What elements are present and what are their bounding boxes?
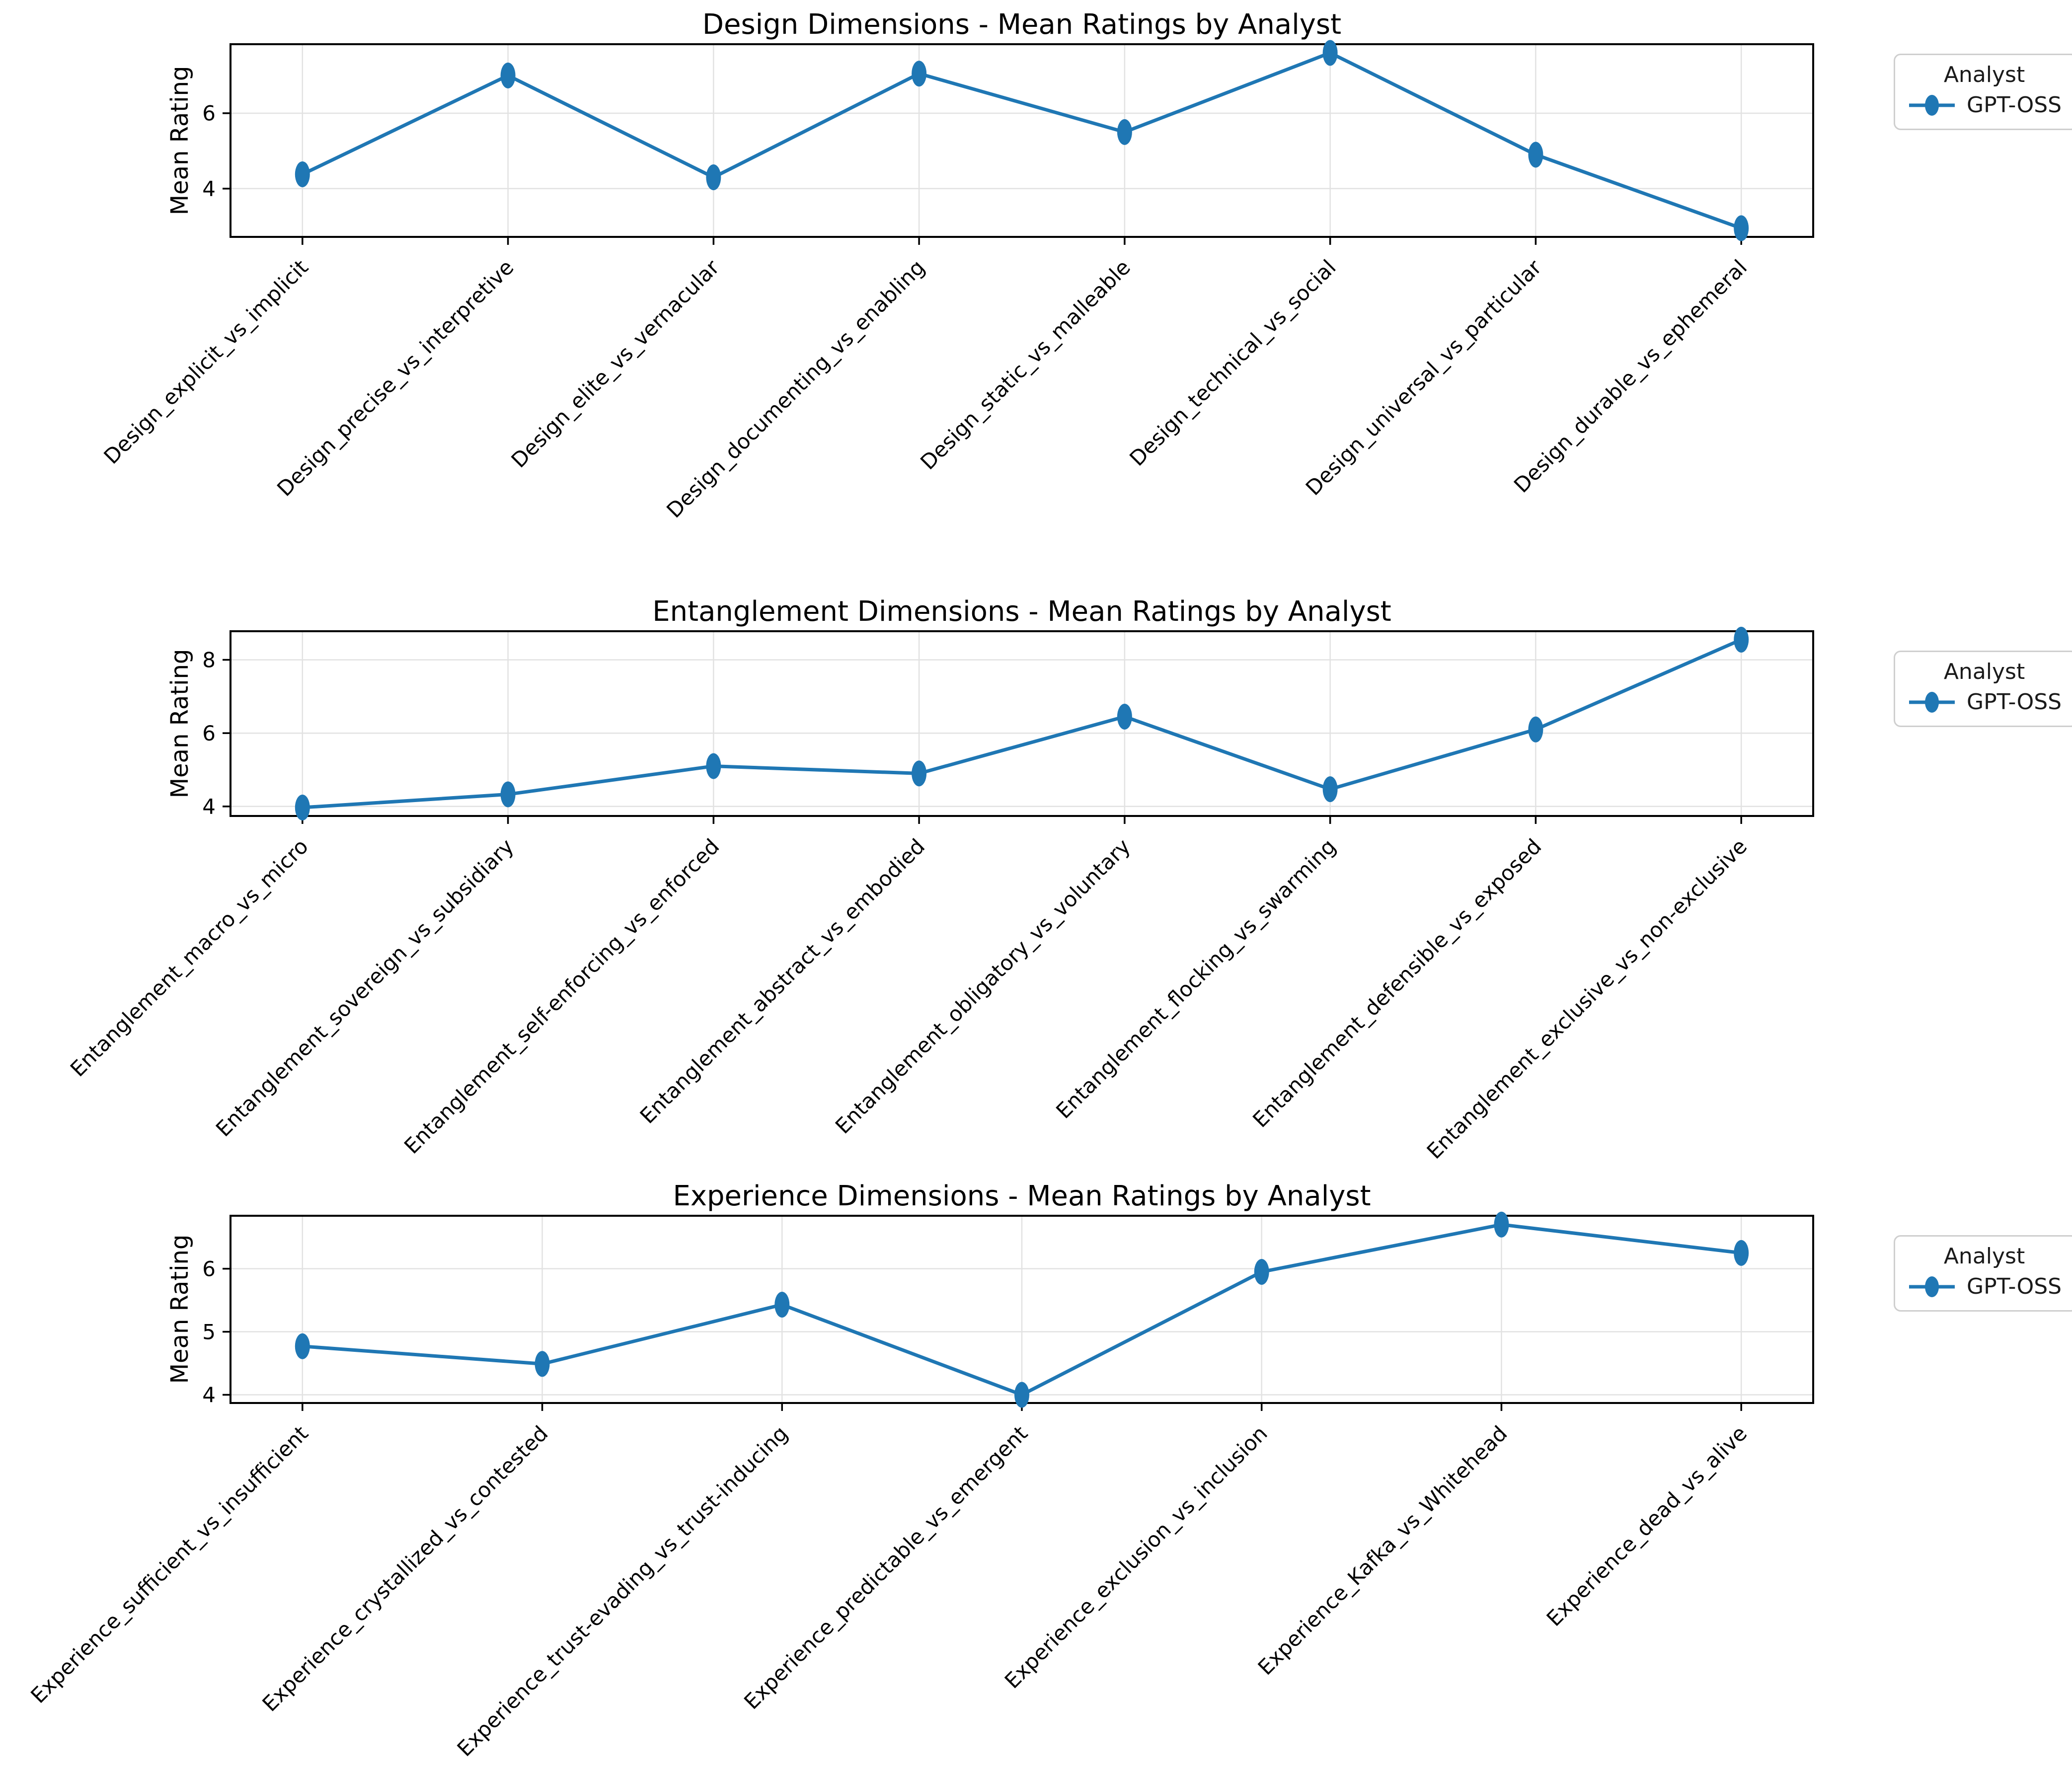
data-point [535,1351,550,1377]
y-axis-label-entanglement: Mean Rating [166,649,194,799]
legend-title: Analyst [1943,659,2025,684]
x-tick-label: Entanglement_self-enforcing_vs_enforced [399,834,724,1158]
x-tick-label: Entanglement_macro_vs_micro [66,834,313,1081]
x-tick-label: Design_elite_vs_vernacular [507,255,724,472]
line-marker-icon [1909,691,1955,713]
legend-series-label: GPT-OSS [1967,689,2062,715]
data-point [774,1291,790,1318]
y-axis-label-experience: Mean Rating [166,1234,194,1384]
data-point [1254,1258,1269,1285]
legend-series-label: GPT-OSS [1967,92,2062,118]
y-tick-label: 4 [202,177,216,201]
x-tick-label: Experience_exclusion_vs_inclusion [1000,1421,1272,1693]
x-tick-label: Design_static_vs_malleable [916,255,1135,474]
x-tick-label: Experience_Kafka_vs_Whitehead [1253,1421,1512,1680]
data-point [1528,142,1543,168]
data-point [706,753,721,779]
x-tick-label: Experience_dead_vs_alive [1542,1421,1752,1631]
y-axis-label-design: Mean Rating [166,66,194,216]
y-tick-label: 6 [202,1256,216,1281]
legend-entry: GPT-OSS [1907,1274,2062,1299]
x-tick-label: Design_technical_vs_social [1125,255,1340,470]
data-point [295,161,310,187]
x-tick-label: Experience_predictable_vs_emergent [739,1421,1032,1714]
x-tick-label: Design_precise_vs_interpretive [272,255,518,501]
legend-title: Analyst [1943,62,2025,87]
data-point [1117,703,1132,730]
legend-entry: GPT-OSS [1907,689,2062,715]
data-point [912,61,927,87]
y-tick-label: 4 [202,795,216,819]
chart-title-experience: Experience Dimensions - Mean Ratings by … [673,1180,1371,1212]
data-point [295,1333,310,1359]
x-tick-label: Design_durable_vs_ephemeral [1509,255,1752,497]
plot-border [230,43,1814,238]
chart-title-design: Design Dimensions - Mean Ratings by Anal… [702,8,1342,41]
x-tick-label: Design_explicit_vs_implicit [99,255,312,468]
y-tick-label: 5 [202,1320,216,1344]
x-tick-label: Experience_sufficient_vs_insufficient [26,1421,313,1708]
data-point [1014,1382,1029,1408]
data-point [1117,119,1132,145]
legend-title: Analyst [1943,1244,2025,1269]
plot-border [230,630,1814,817]
x-tick-label: Experience_crystallized_vs_contested [257,1421,552,1716]
x-tick-label: Design_universal_vs_particular [1301,255,1546,500]
data-point [912,760,927,787]
y-tick-label: 8 [202,648,216,672]
x-tick-label: Entanglement_exclusive_vs_non-exclusive [1422,834,1752,1164]
line-marker-icon [1909,94,1955,116]
data-line [301,51,1743,230]
legend-entanglement: Analyst GPT-OSS [1894,651,2072,727]
y-tick-label: 4 [202,1383,216,1407]
y-tick-label: 6 [202,101,216,126]
data-point [1734,1240,1749,1266]
data-point [1322,40,1338,66]
data-point [706,164,721,191]
data-point [1734,215,1749,241]
data-line [301,638,1743,810]
data-point [500,781,516,808]
data-point [1494,1211,1509,1238]
chart-title-entanglement: Entanglement Dimensions - Mean Ratings b… [652,595,1391,628]
y-tick-label: 6 [202,721,216,745]
legend-design: Analyst GPT-OSS [1894,54,2072,130]
legend-series-label: GPT-OSS [1967,1274,2062,1299]
legend-experience: Analyst GPT-OSS [1894,1235,2072,1312]
data-point [500,63,516,89]
line-marker-icon [1909,1276,1955,1297]
legend-entry: GPT-OSS [1907,92,2062,118]
data-point [295,795,310,821]
data-point [1322,776,1338,803]
data-point [1734,626,1749,653]
x-tick-label: Design_documenting_vs_enabling [662,255,929,522]
data-point [1528,716,1543,742]
